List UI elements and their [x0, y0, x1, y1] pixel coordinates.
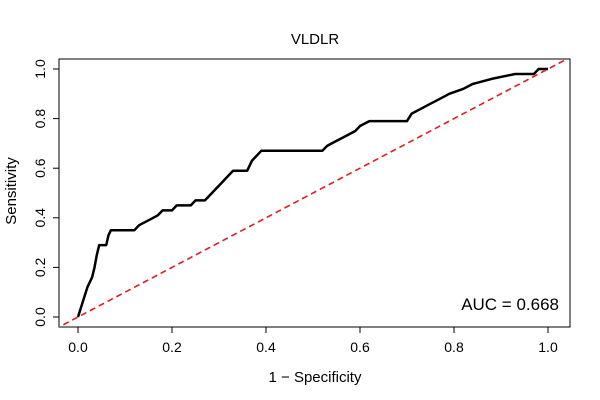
- x-tick-label: 1.0: [538, 339, 558, 355]
- chart-title: VLDLR: [291, 31, 340, 48]
- roc-curve-line: [76, 67, 548, 318]
- y-axis: 0.0 0.2 0.4 0.6 0.8 1.0: [32, 59, 60, 327]
- plot-area: [59, 59, 569, 327]
- y-tick-label: 0.4: [32, 208, 48, 228]
- y-tick-label: 0.2: [32, 257, 48, 277]
- x-tick-label: 0.4: [256, 339, 276, 355]
- auc-annotation: AUC = 0.668: [461, 295, 559, 314]
- x-tick-label: 0.8: [444, 339, 464, 355]
- x-axis: 0.0 0.2 0.4 0.6 0.8 1.0: [68, 326, 558, 355]
- y-tick-label: 0.6: [32, 158, 48, 178]
- y-tick-label: 0.8: [32, 109, 48, 129]
- x-tick-label: 0.0: [68, 339, 88, 355]
- x-tick-label: 0.2: [162, 339, 182, 355]
- y-tick-label: 0.0: [32, 307, 48, 327]
- y-axis-label: Sensitivity: [3, 157, 20, 225]
- x-axis-label: 1 − Specificity: [269, 369, 362, 386]
- reference-diagonal-line: [59, 59, 569, 327]
- x-tick-label: 0.6: [350, 339, 370, 355]
- y-tick-label: 1.0: [32, 59, 48, 79]
